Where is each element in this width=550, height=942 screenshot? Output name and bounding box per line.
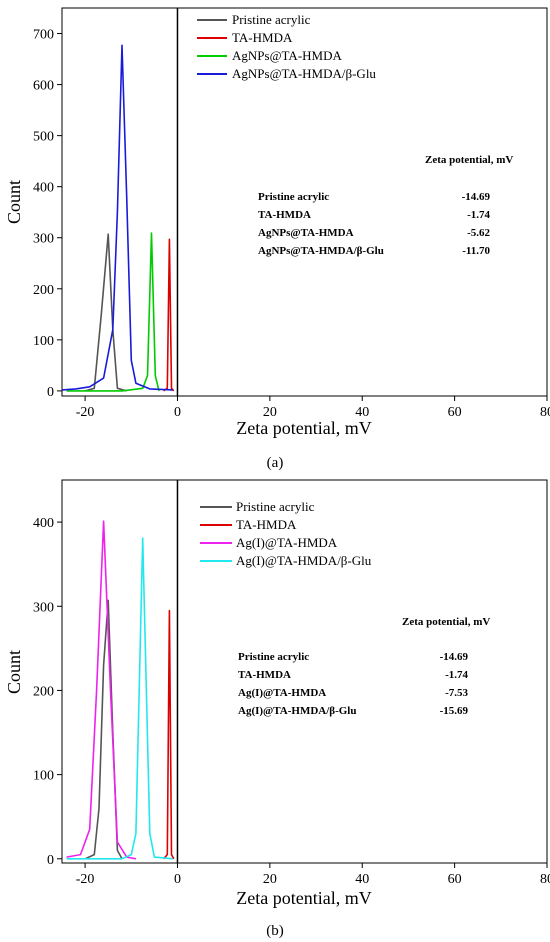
table-label-b-1: TA-HMDA bbox=[238, 669, 291, 681]
y-axis-label-b: Count bbox=[4, 650, 24, 694]
legend-label-a-3: AgNPs@TA-HMDA/β-Glu bbox=[232, 66, 376, 81]
zeta-table-a: Zeta potential, mV Pristine acrylic -14.… bbox=[258, 154, 513, 257]
table-value-b-2: -7.53 bbox=[445, 687, 468, 699]
table-label-b-0: Pristine acrylic bbox=[238, 651, 309, 663]
table-label-a-0: Pristine acrylic bbox=[258, 191, 329, 203]
y-tick-label-a-3: 300 bbox=[33, 232, 54, 247]
legend-label-a-2: AgNPs@TA-HMDA bbox=[232, 48, 342, 63]
caption-b: (b) bbox=[266, 923, 284, 939]
chart-a: -20 0 20 40 60 80 0 100 200 300 400 500 600 700 Zeta … bbox=[4, 7, 550, 471]
x-tick-label-a-5: 80 bbox=[540, 405, 550, 420]
table-value-b-3: -15.69 bbox=[440, 705, 469, 717]
series-line-b-3 bbox=[66, 537, 173, 860]
legend-label-b-3: Ag(I)@TA-HMDA/β-Glu bbox=[236, 553, 372, 568]
legend-label-b-0: Pristine acrylic bbox=[236, 499, 315, 514]
table-value-b-1: -1.74 bbox=[445, 669, 468, 681]
series-line-b-2 bbox=[66, 520, 137, 860]
y-axis-label-a: Count bbox=[4, 180, 24, 224]
series-line-a-1 bbox=[163, 238, 175, 392]
x-tick-label-b-0: -20 bbox=[76, 872, 95, 887]
x-axis-label-a: Zeta potential, mV bbox=[236, 418, 371, 438]
table-value-b-0: -14.69 bbox=[440, 651, 469, 663]
series-line-b-1 bbox=[162, 609, 175, 860]
series-group-b bbox=[66, 520, 175, 860]
x-tick-label-b-4: 60 bbox=[448, 872, 462, 887]
plot-frame-a bbox=[61, 7, 548, 397]
x-tick-label-b-3: 40 bbox=[355, 872, 369, 887]
caption-a: (a) bbox=[267, 455, 284, 471]
table-value-a-1: -1.74 bbox=[467, 209, 490, 221]
y-tick-label-a-2: 200 bbox=[33, 283, 54, 298]
legend-a: Pristine acrylic TA-HMDA AgNPs@TA-HMDA A… bbox=[197, 12, 376, 81]
table-value-a-0: -14.69 bbox=[462, 191, 491, 203]
x-axis-label-b: Zeta potential, mV bbox=[236, 888, 371, 908]
zeta-table-b: Zeta potential, mV Pristine acrylic -14.… bbox=[238, 616, 490, 717]
axes-ticks-a: -20 0 20 40 60 80 0 100 200 300 400 500 600 700 bbox=[33, 8, 550, 420]
x-tick-label-b-1: 0 bbox=[174, 872, 181, 887]
table-label-b-3: Ag(I)@TA-HMDA/β-Glu bbox=[238, 705, 356, 717]
axes-ticks-b: -20 0 20 40 60 80 0 100 200 300 400 bbox=[33, 480, 550, 887]
x-tick-label-a-1: 0 bbox=[174, 405, 181, 420]
y-tick-label-b-3: 300 bbox=[33, 600, 54, 615]
table-value-a-2: -5.62 bbox=[467, 227, 490, 239]
table-value-a-3: -11.70 bbox=[462, 245, 490, 257]
table-header-b: Zeta potential, mV bbox=[402, 616, 490, 628]
y-tick-label-b-2: 200 bbox=[33, 684, 54, 699]
y-tick-label-a-4: 400 bbox=[33, 181, 54, 196]
legend-b: Pristine acrylic TA-HMDA Ag(I)@TA-HMDA A… bbox=[200, 499, 372, 568]
x-tick-label-a-0: -20 bbox=[76, 405, 95, 420]
table-label-a-3: AgNPs@TA-HMDA/β-Glu bbox=[258, 245, 384, 257]
legend-label-a-0: Pristine acrylic bbox=[232, 12, 311, 27]
series-line-a-2 bbox=[66, 232, 160, 392]
y-tick-label-a-7: 700 bbox=[33, 28, 54, 43]
series-line-a-3 bbox=[61, 44, 173, 391]
table-header-a: Zeta potential, mV bbox=[425, 154, 513, 166]
y-tick-label-a-0: 0 bbox=[47, 385, 54, 400]
x-tick-label-a-4: 60 bbox=[448, 405, 462, 420]
y-tick-label-b-4: 400 bbox=[33, 516, 54, 531]
x-tick-label-a-3: 40 bbox=[355, 405, 369, 420]
table-label-a-1: TA-HMDA bbox=[258, 209, 311, 221]
y-tick-label-a-6: 600 bbox=[33, 79, 54, 94]
y-tick-label-a-1: 100 bbox=[33, 334, 54, 349]
y-tick-label-b-0: 0 bbox=[47, 853, 54, 868]
x-tick-label-b-5: 80 bbox=[540, 872, 550, 887]
legend-label-b-2: Ag(I)@TA-HMDA bbox=[236, 535, 338, 550]
table-label-b-2: Ag(I)@TA-HMDA bbox=[238, 687, 326, 699]
table-label-a-2: AgNPs@TA-HMDA bbox=[258, 227, 354, 239]
legend-label-b-1: TA-HMDA bbox=[236, 517, 297, 532]
x-tick-label-b-2: 20 bbox=[263, 872, 277, 887]
chart-b: -20 0 20 40 60 80 0 100 200 300 400 Zeta potential… bbox=[4, 479, 550, 939]
legend-label-a-1: TA-HMDA bbox=[232, 30, 293, 45]
y-tick-label-a-5: 500 bbox=[33, 130, 54, 145]
series-group-a bbox=[61, 44, 175, 392]
x-tick-label-a-2: 20 bbox=[263, 405, 277, 420]
series-line-a-0 bbox=[84, 233, 127, 392]
plot-frame-b bbox=[61, 479, 548, 864]
y-tick-label-b-1: 100 bbox=[33, 769, 54, 784]
